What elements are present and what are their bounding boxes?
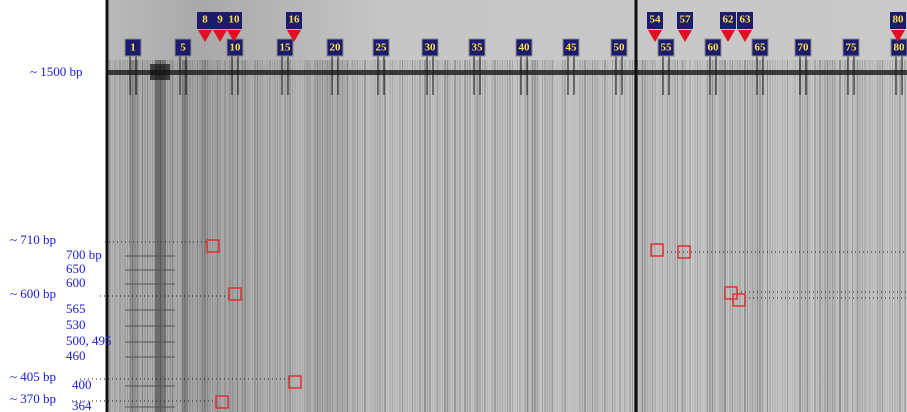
- marker-label: 62: [723, 14, 735, 26]
- lane-label: 40: [519, 42, 531, 54]
- gel-figure: 1510152025303540455055606570758089101654…: [0, 0, 907, 412]
- main-band: [107, 70, 907, 75]
- lane-label: 50: [614, 42, 626, 54]
- marker-label: 16: [289, 14, 301, 26]
- lane-label: 30: [425, 42, 437, 54]
- marker-label: 10: [229, 14, 241, 26]
- dark-lane: [130, 60, 136, 412]
- lane-label: 75: [846, 42, 858, 54]
- lane-label: 15: [280, 42, 292, 54]
- ladder-label: 530: [66, 317, 86, 332]
- marker-label: 57: [680, 14, 692, 26]
- lane-label: 55: [661, 42, 673, 54]
- marker-label: 8: [202, 14, 208, 26]
- marker-label: 80: [893, 14, 905, 26]
- ladder-label: 650: [66, 261, 86, 276]
- lane-label: 65: [755, 42, 767, 54]
- ladder-label: 460: [66, 348, 86, 363]
- lane-label: 10: [230, 42, 242, 54]
- lane-label: 35: [472, 42, 484, 54]
- size-label: ~ 370 bp: [10, 391, 56, 406]
- ladder-label: 600: [66, 275, 86, 290]
- ladder-label: 700 bp: [66, 247, 102, 262]
- marker-label: 63: [740, 14, 752, 26]
- ladder-label: 364: [72, 398, 92, 412]
- size-label: ~ 710 bp: [10, 232, 56, 247]
- lane-label: 25: [376, 42, 388, 54]
- ladder-label: 565: [66, 301, 86, 316]
- lane-label: 45: [566, 42, 578, 54]
- size-label: ~ 600 bp: [10, 286, 56, 301]
- lane-label: 20: [330, 42, 342, 54]
- lane-label: 5: [180, 42, 186, 54]
- marker-label: 54: [650, 14, 662, 26]
- band-blob: [150, 64, 170, 80]
- ladder-label: 400: [72, 377, 92, 392]
- lane-label: 1: [130, 42, 136, 54]
- ladder-label: 500, 495: [66, 333, 112, 348]
- lane-label: 80: [894, 42, 906, 54]
- size-label: ~ 405 bp: [10, 369, 56, 384]
- lane-label: 60: [708, 42, 720, 54]
- dark-lane: [160, 60, 166, 412]
- dark-lane: [182, 60, 188, 412]
- size-label: ~ 1500 bp: [30, 64, 83, 79]
- lane-label: 70: [798, 42, 810, 54]
- marker-label: 9: [217, 14, 223, 26]
